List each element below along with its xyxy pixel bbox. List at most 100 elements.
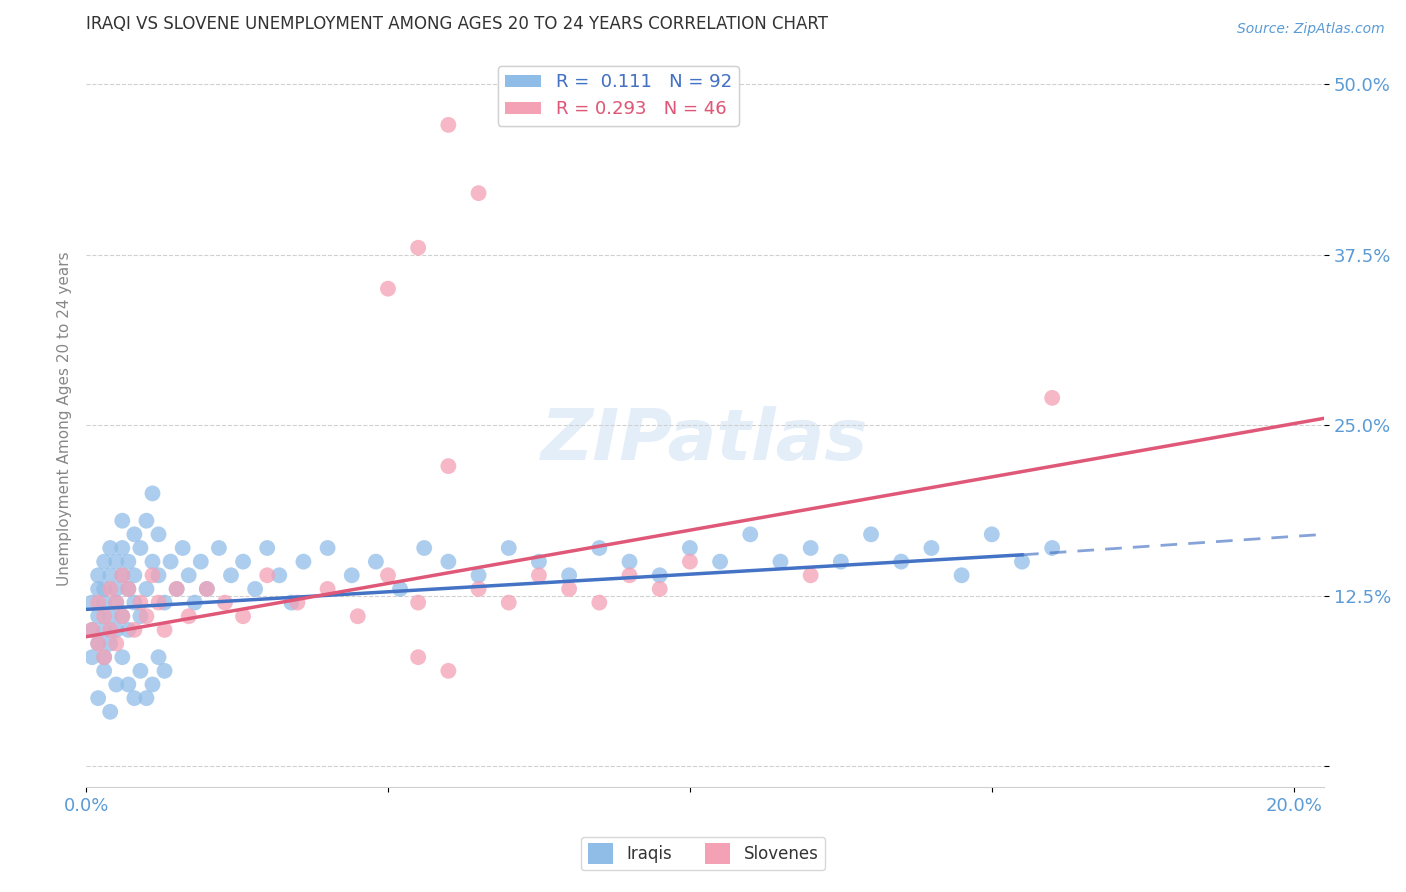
Point	[648, 568, 671, 582]
Point	[527, 568, 550, 582]
Point	[527, 555, 550, 569]
Point	[87, 582, 110, 596]
Point	[740, 527, 762, 541]
Point	[93, 555, 115, 569]
Point	[93, 623, 115, 637]
Point	[159, 555, 181, 569]
Point	[389, 582, 412, 596]
Point	[117, 582, 139, 596]
Point	[498, 541, 520, 555]
Point	[377, 568, 399, 582]
Point	[93, 650, 115, 665]
Point	[105, 677, 128, 691]
Point	[1011, 555, 1033, 569]
Point	[105, 623, 128, 637]
Point	[406, 596, 429, 610]
Point	[124, 691, 146, 706]
Point	[214, 596, 236, 610]
Point	[148, 650, 170, 665]
Point	[87, 636, 110, 650]
Point	[588, 541, 610, 555]
Point	[82, 623, 104, 637]
Point	[148, 568, 170, 582]
Text: ZIPatlas: ZIPatlas	[541, 406, 869, 475]
Point	[124, 568, 146, 582]
Point	[93, 596, 115, 610]
Point	[406, 241, 429, 255]
Point	[153, 623, 176, 637]
Point	[111, 650, 134, 665]
Point	[269, 568, 291, 582]
Point	[920, 541, 942, 555]
Point	[340, 568, 363, 582]
Point	[208, 541, 231, 555]
Point	[111, 609, 134, 624]
Point	[437, 664, 460, 678]
Point	[467, 582, 489, 596]
Point	[346, 609, 368, 624]
Point	[129, 541, 152, 555]
Point	[135, 691, 157, 706]
Point	[148, 527, 170, 541]
Point	[111, 514, 134, 528]
Text: Source: ZipAtlas.com: Source: ZipAtlas.com	[1237, 22, 1385, 37]
Point	[950, 568, 973, 582]
Point	[93, 650, 115, 665]
Point	[98, 705, 121, 719]
Point	[648, 582, 671, 596]
Y-axis label: Unemployment Among Ages 20 to 24 years: Unemployment Among Ages 20 to 24 years	[58, 251, 72, 586]
Point	[437, 555, 460, 569]
Point	[87, 691, 110, 706]
Point	[280, 596, 302, 610]
Point	[111, 541, 134, 555]
Point	[467, 568, 489, 582]
Point	[558, 568, 581, 582]
Point	[117, 623, 139, 637]
Point	[105, 596, 128, 610]
Legend: R =  0.111   N = 92, R = 0.293   N = 46: R = 0.111 N = 92, R = 0.293 N = 46	[498, 66, 740, 126]
Point	[980, 527, 1002, 541]
Point	[195, 582, 218, 596]
Point	[232, 555, 254, 569]
Point	[117, 677, 139, 691]
Point	[364, 555, 387, 569]
Point	[141, 486, 163, 500]
Point	[105, 596, 128, 610]
Point	[830, 555, 852, 569]
Point	[860, 527, 883, 541]
Point	[190, 555, 212, 569]
Point	[98, 541, 121, 555]
Point	[166, 582, 188, 596]
Point	[111, 568, 134, 582]
Point	[82, 596, 104, 610]
Point	[111, 568, 134, 582]
Point	[98, 609, 121, 624]
Point	[166, 582, 188, 596]
Point	[377, 282, 399, 296]
Point	[141, 677, 163, 691]
Point	[287, 596, 309, 610]
Point	[111, 609, 134, 624]
Point	[153, 596, 176, 610]
Point	[93, 664, 115, 678]
Point	[148, 596, 170, 610]
Point	[87, 636, 110, 650]
Point	[129, 664, 152, 678]
Point	[413, 541, 436, 555]
Point	[124, 623, 146, 637]
Point	[437, 118, 460, 132]
Point	[141, 555, 163, 569]
Point	[177, 568, 200, 582]
Point	[588, 596, 610, 610]
Point	[105, 582, 128, 596]
Point	[93, 609, 115, 624]
Point	[1040, 541, 1063, 555]
Point	[153, 664, 176, 678]
Point	[135, 582, 157, 596]
Point	[219, 568, 242, 582]
Point	[124, 596, 146, 610]
Point	[679, 555, 702, 569]
Point	[129, 596, 152, 610]
Point	[619, 568, 641, 582]
Point	[87, 596, 110, 610]
